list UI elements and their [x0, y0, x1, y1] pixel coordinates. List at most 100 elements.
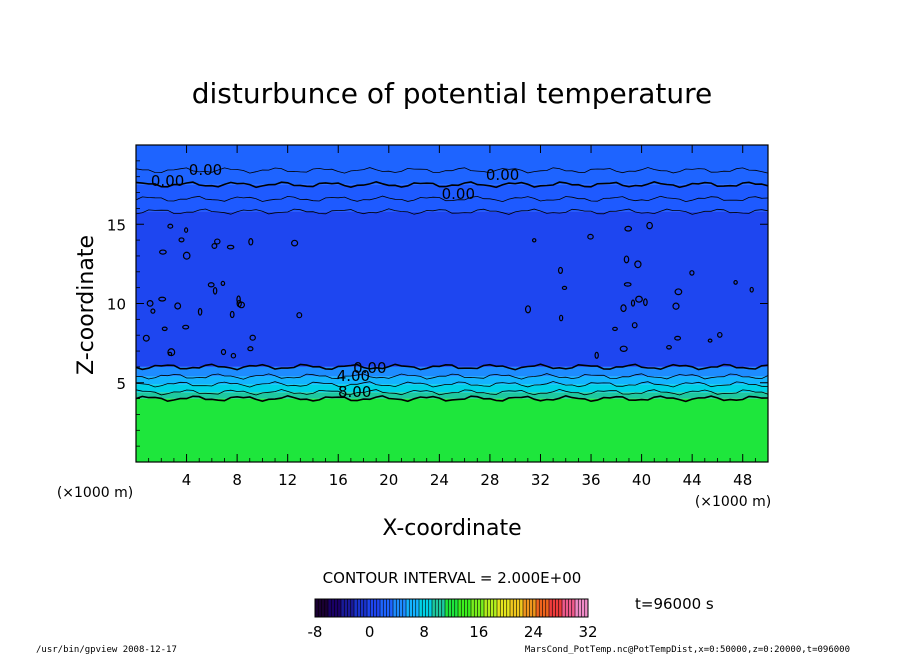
contour-blob-50: [561, 285, 568, 291]
contour-label-6: 8.00: [338, 383, 371, 401]
x-tick-label-3: 16: [329, 471, 348, 489]
colorbar-swatch-3: [324, 599, 329, 617]
colorbar-swatch-9: [344, 599, 348, 617]
colorbar-swatch-71: [545, 599, 550, 617]
colorbar-swatch-57: [500, 599, 504, 617]
colorbar-swatch-63: [519, 599, 524, 617]
heatmap-band-3: [136, 376, 768, 385]
contour-blob-1: [212, 286, 218, 295]
contour-blob-59: [612, 326, 618, 332]
contour-blob-38: [558, 314, 564, 322]
colorbar-swatch-23: [389, 599, 394, 617]
colorbar-tick-label-5: 32: [578, 623, 597, 641]
contour-interval-text: CONTOUR INTERVAL = 2.000E+00: [323, 569, 582, 587]
colorbar-swatch-75: [558, 599, 563, 617]
x-tick-label-10: 44: [683, 471, 702, 489]
colorbar-swatch-5: [331, 599, 335, 617]
contour-blob-43: [634, 260, 642, 269]
contour-blob-35: [623, 255, 630, 264]
contour-blob-10: [197, 307, 203, 316]
colorbar-tick-label-4: 24: [524, 623, 543, 641]
colorbar-swatch-27: [402, 599, 407, 617]
contour-blob-27: [248, 238, 254, 246]
x-tick-label-0: 4: [182, 471, 192, 489]
contour-blob-24: [214, 238, 221, 245]
colorbar-swatch-22: [386, 599, 391, 617]
colorbar-swatch-80: [575, 599, 579, 617]
colorbar-swatch-44: [458, 599, 462, 617]
colorbar-swatch-59: [506, 599, 511, 617]
x-tick-label-5: 24: [430, 471, 449, 489]
contour-blob-15: [296, 312, 303, 319]
contour-blob-33: [666, 344, 672, 350]
colorbar-swatch-76: [562, 599, 566, 617]
colorbar-swatch-32: [419, 599, 423, 617]
colorbar-swatch-81: [578, 599, 582, 617]
colorbar-swatch-68: [536, 599, 540, 617]
colorbar-swatch-77: [565, 599, 569, 617]
x-tick-label-11: 48: [733, 471, 752, 489]
colorbar-swatch-79: [571, 599, 576, 617]
y-tick-label-0: 5: [116, 375, 126, 393]
contour-blob-51: [749, 286, 754, 293]
x-tick-label-7: 32: [531, 471, 550, 489]
colorbar-swatch-51: [480, 599, 485, 617]
contour-blob-13: [161, 326, 168, 332]
y-tick-label-2: 15: [107, 216, 126, 234]
contour-blob-25: [159, 249, 167, 255]
contour-blob-21: [174, 302, 182, 310]
colorbar-swatch-38: [438, 599, 443, 617]
contour-blob-7: [207, 282, 215, 288]
chart-title: disturbunce of potential temperature: [192, 77, 713, 110]
x-unit-label-left: (×1000 m): [57, 485, 133, 501]
colorbar-swatch-6: [334, 599, 339, 617]
colorbar-swatch-8: [341, 599, 345, 617]
contour-line-1: [135, 388, 769, 396]
contour-blob-11: [178, 237, 185, 243]
contour-blob-44: [646, 221, 653, 230]
colorbar-swatch-65: [526, 599, 530, 617]
colorbar-swatch-18: [373, 599, 378, 617]
colorbar-swatch-54: [490, 599, 495, 617]
colorbar-tick-label-1: 0: [365, 623, 375, 641]
colorbar-swatch-60: [510, 599, 514, 617]
x-tick-label-9: 40: [632, 471, 651, 489]
contour-label-0: 0.00: [189, 161, 222, 179]
colorbar-swatch-67: [532, 599, 537, 617]
x-tick-label-8: 36: [581, 471, 600, 489]
contour-blob-58: [623, 282, 632, 287]
colorbar-swatch-83: [584, 599, 589, 617]
contour-label-2: 0.00: [486, 166, 519, 184]
time-text: t=96000 s: [635, 595, 714, 613]
contour-label-3: 0.00: [442, 185, 475, 203]
contour-blob-29: [226, 244, 235, 250]
colorbar-swatch-31: [415, 599, 420, 617]
colorbar-swatch-42: [451, 599, 456, 617]
plot-area: 0.000.00 0.000.000.004.008.004 8 12 16 20 24 28…: [107, 144, 769, 489]
colorbar-swatch-39: [441, 599, 446, 617]
colorbar-tick-label-3: 16: [469, 623, 488, 641]
contour-blob-31: [150, 308, 156, 314]
contour-line-4: [135, 363, 769, 371]
x-tick-label-2: 12: [278, 471, 297, 489]
colorbar-swatch-45: [461, 599, 465, 617]
contour-line-2: [135, 381, 769, 388]
contour-blob-28: [167, 351, 173, 357]
colorbar-swatch-66: [529, 599, 534, 617]
footer-left: /usr/bin/gpview 2008-12-17: [36, 645, 177, 654]
colorbar-swatch-49: [474, 599, 478, 617]
colorbar-swatch-17: [370, 599, 374, 617]
colorbar-swatch-43: [454, 599, 459, 617]
colorbar-swatch-37: [435, 599, 439, 617]
colorbar-swatch-52: [484, 599, 488, 617]
contour-blob-36: [689, 270, 695, 276]
colorbar-swatch-47: [467, 599, 472, 617]
colorbar-swatch-82: [581, 599, 586, 617]
colorbar-frame: [314, 598, 589, 618]
colorbar-swatch-35: [428, 599, 433, 617]
contour-blob-6: [158, 296, 167, 302]
colorbar-swatch-62: [516, 599, 521, 617]
contour-blob-57: [594, 351, 599, 359]
colorbar-swatch-25: [396, 599, 400, 617]
contour-blob-47: [635, 295, 643, 303]
